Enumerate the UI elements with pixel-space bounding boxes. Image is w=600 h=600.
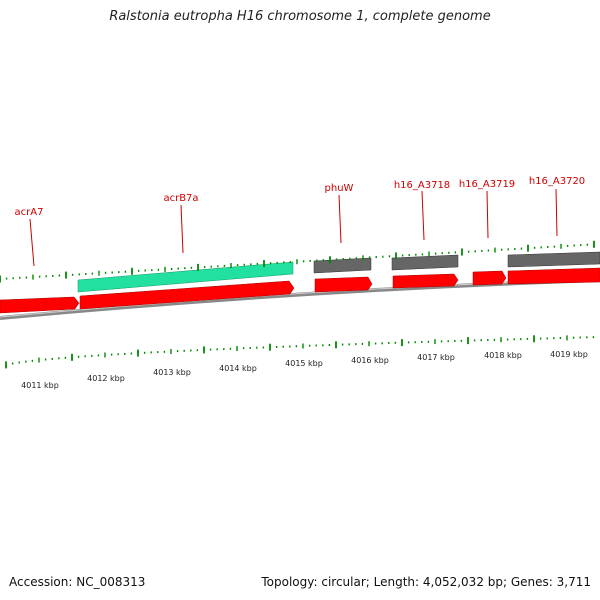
map-title: Ralstonia eutropha H16 chromosome 1, com… bbox=[109, 9, 491, 24]
scale-label-4014: 4014 kbp bbox=[219, 364, 257, 373]
upper-tick-row bbox=[0, 240, 595, 283]
scale-label-4012: 4012 kbp bbox=[87, 374, 125, 383]
gene-h16_A3718[interactable] bbox=[392, 273, 459, 289]
gene-acrA7[interactable] bbox=[0, 296, 80, 314]
scale-label-4017: 4017 kbp bbox=[417, 353, 455, 362]
scale-label-4011: 4011 kbp bbox=[21, 381, 59, 390]
gene-acrB7a-highlight[interactable] bbox=[77, 261, 294, 293]
gene-acrB7a[interactable] bbox=[79, 280, 295, 310]
leader-h16_A3718 bbox=[421, 190, 425, 241]
label-acrB7a: acrB7a bbox=[163, 193, 198, 204]
gene-h16_A3719[interactable] bbox=[472, 270, 507, 286]
lower-tick-row bbox=[5, 335, 595, 369]
leader-h16_A3719 bbox=[486, 190, 489, 239]
gene-h16_A3720[interactable] bbox=[507, 267, 600, 285]
leader-acrA7 bbox=[29, 218, 35, 267]
genome-summary: Topology: circular; Length: 4,052,032 bp… bbox=[261, 575, 591, 589]
gene-phuW[interactable] bbox=[314, 276, 373, 293]
gene-reverse-2[interactable] bbox=[391, 254, 459, 271]
leader-phuW bbox=[338, 194, 342, 244]
label-h16_A3720: h16_A3720 bbox=[529, 176, 585, 187]
leader-acrB7a bbox=[180, 204, 184, 254]
scale-label-4015: 4015 kbp bbox=[285, 359, 323, 368]
gene-reverse-3[interactable] bbox=[507, 251, 600, 268]
label-h16_A3719: h16_A3719 bbox=[459, 179, 515, 190]
label-h16_A3718: h16_A3718 bbox=[394, 180, 450, 191]
gene-reverse-1[interactable] bbox=[313, 257, 372, 274]
label-phuW: phuW bbox=[325, 183, 354, 194]
leader-h16_A3720 bbox=[555, 188, 558, 237]
scale-label-4018: 4018 kbp bbox=[484, 351, 522, 360]
accession-text: Accession: NC_008313 bbox=[9, 575, 146, 589]
scale-label-4013: 4013 kbp bbox=[153, 368, 191, 377]
label-acrA7: acrA7 bbox=[15, 207, 44, 218]
scale-label-4016: 4016 kbp bbox=[351, 356, 389, 365]
scale-label-4019: 4019 kbp bbox=[550, 350, 588, 359]
